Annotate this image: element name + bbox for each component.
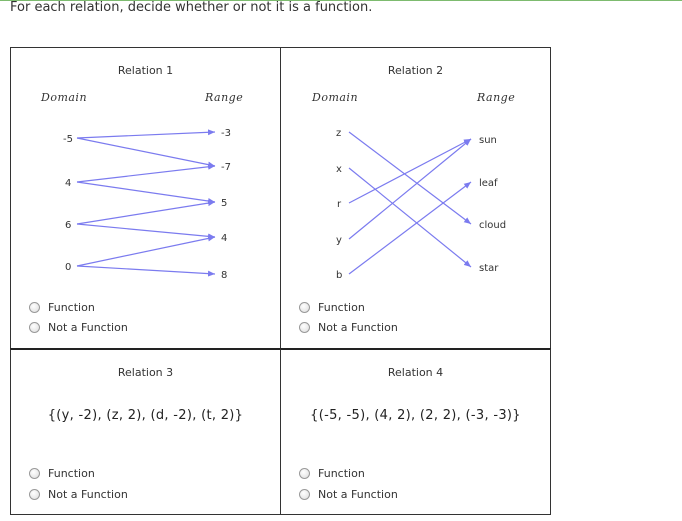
relation-1-function-option[interactable]: Function (29, 301, 95, 314)
instructions: For each relation, decide whether or not… (10, 0, 373, 15)
radio-button[interactable] (29, 302, 40, 313)
relation-4-function-option[interactable]: Function (299, 467, 365, 480)
relation-1-mapping-diagram: Domain Range -5 4 6 0 -3 -7 5 4 8 (40, 91, 243, 281)
domain-value: r (337, 199, 342, 210)
mapping-arrow (76, 137, 216, 168)
relation-3-panel: Relation 3 {(y, -2), (z, 2), (d, -2), (t… (10, 348, 281, 515)
range-value: cloud (479, 220, 506, 231)
domain-value: -5 (63, 134, 73, 145)
mapping-arrow (348, 138, 472, 204)
range-value: -7 (221, 162, 231, 173)
relation-1-panel: Relation 1 Domain Range -5 4 6 0 -3 -7 5… (10, 47, 281, 349)
mapping-arrow (348, 131, 472, 225)
mapping-arrow (76, 181, 216, 204)
range-value: -3 (221, 128, 231, 139)
relation-4-not-function-option[interactable]: Not a Function (299, 488, 398, 501)
option-label: Function (48, 301, 95, 314)
relation-1-title: Relation 1 (117, 64, 174, 77)
mapping-arrow (76, 265, 216, 277)
relation-2-range-label: Range (476, 91, 515, 104)
relation-3-title: Relation 3 (117, 366, 174, 379)
radio-button[interactable] (29, 489, 40, 500)
radio-button[interactable] (29, 468, 40, 479)
option-label: Not a Function (318, 488, 398, 501)
range-value: leaf (479, 178, 498, 189)
relation-1-domain-label: Domain (40, 91, 87, 104)
option-label: Not a Function (48, 321, 128, 334)
relation-2-mapping-diagram: Domain Range z x r y b sun leaf cloud st… (311, 91, 515, 281)
radio-button[interactable] (29, 322, 40, 333)
radio-button[interactable] (299, 322, 310, 333)
range-value: 4 (221, 233, 227, 244)
relation-2-function-option[interactable]: Function (299, 301, 365, 314)
mapping-arrow (76, 235, 216, 267)
relation-4-title: Relation 4 (387, 366, 444, 379)
radio-button[interactable] (299, 302, 310, 313)
relation-3-function-option[interactable]: Function (29, 467, 95, 480)
mapping-arrow (348, 138, 472, 240)
domain-value: 6 (65, 220, 71, 231)
option-label: Function (318, 301, 365, 314)
range-value: 8 (221, 270, 227, 281)
option-label: Function (48, 467, 95, 480)
domain-value: b (336, 270, 342, 281)
relation-2-panel: Relation 2 Domain Range z x r y b sun le… (280, 47, 551, 349)
mapping-arrow (76, 163, 216, 183)
mapping-arrow (76, 129, 216, 139)
mapping-arrow (348, 181, 472, 275)
relation-1-not-function-option[interactable]: Not a Function (29, 321, 128, 334)
relation-2-title: Relation 2 (387, 64, 444, 77)
option-label: Not a Function (48, 488, 128, 501)
mapping-arrow (348, 167, 472, 268)
relation-3-not-function-option[interactable]: Not a Function (29, 488, 128, 501)
radio-button[interactable] (299, 489, 310, 500)
relation-2-domain-label: Domain (311, 91, 358, 104)
radio-button[interactable] (299, 468, 310, 479)
relations-grid: Relation 1 Domain Range -5 4 6 0 -3 -7 5… (10, 47, 551, 515)
top-rule (0, 0, 682, 1)
range-value: star (479, 263, 499, 274)
mapping-arrow (76, 223, 216, 240)
option-label: Function (318, 467, 365, 480)
domain-value: z (336, 128, 341, 139)
domain-value: y (336, 235, 342, 246)
relation-4-set: {(-5, -5), (4, 2), (2, 2), (-3, -3)} (310, 408, 521, 423)
domain-value: x (336, 164, 342, 175)
relation-3-set: {(y, -2), (z, 2), (d, -2), (t, 2)} (47, 408, 244, 423)
mapping-arrow (76, 200, 216, 225)
domain-value: 4 (65, 178, 71, 189)
domain-value: 0 (65, 262, 71, 273)
relation-1-range-label: Range (204, 91, 243, 104)
range-value: 5 (221, 198, 227, 209)
range-value: sun (479, 135, 497, 146)
relation-4-panel: Relation 4 {(-5, -5), (4, 2), (2, 2), (-… (280, 348, 551, 515)
option-label: Not a Function (318, 321, 398, 334)
relation-2-not-function-option[interactable]: Not a Function (299, 321, 398, 334)
